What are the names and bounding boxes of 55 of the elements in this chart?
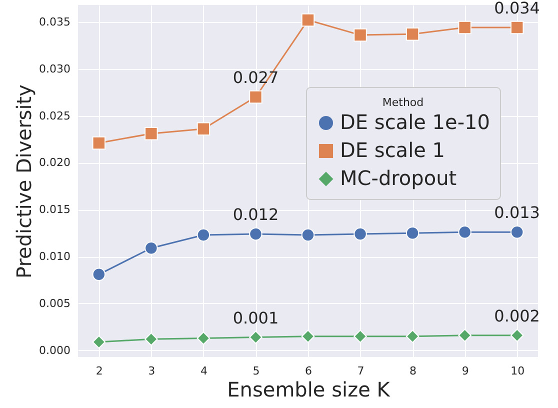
point	[406, 226, 420, 240]
point	[354, 227, 367, 241]
point	[301, 13, 315, 27]
y-tick-label: 0.000	[39, 344, 70, 357]
y-tick-label: 0.025	[39, 109, 70, 122]
x-tick-label: 10	[510, 364, 525, 378]
data-label: 0.034	[494, 0, 540, 18]
y-tick-label: 0.020	[39, 156, 70, 170]
x-tick-label: 8	[410, 364, 417, 378]
point	[510, 328, 524, 342]
x-tick-label: 2	[96, 364, 103, 378]
point	[249, 330, 262, 344]
legend-title: Method	[382, 96, 424, 109]
y-tick-label: 0.005	[39, 296, 70, 310]
y-tick-label: 0.010	[39, 250, 70, 264]
point	[249, 227, 262, 241]
x-tick-label: 4	[200, 364, 208, 378]
point	[301, 228, 315, 242]
y-tick-label: 0.035	[39, 15, 70, 28]
x-tick-label: 3	[148, 364, 156, 378]
data-label: 0.002	[494, 306, 540, 326]
point	[196, 332, 210, 345]
point	[144, 332, 158, 346]
point	[249, 90, 262, 104]
legend-label: DE scale 1e-10	[340, 110, 490, 134]
point	[196, 228, 210, 242]
point	[92, 335, 106, 349]
point	[458, 226, 472, 239]
x-tick-label: 7	[357, 364, 364, 378]
y-tick-label: 0.030	[39, 62, 70, 76]
legend-label: MC-dropout	[340, 166, 457, 190]
point	[510, 226, 524, 239]
point	[354, 28, 367, 42]
point	[458, 20, 472, 34]
point	[196, 122, 210, 136]
x-tick-label: 5	[252, 364, 260, 378]
y-axis-title: Predictive Diversity	[12, 84, 36, 278]
x-tick-label: 6	[305, 364, 312, 378]
point	[301, 330, 315, 343]
data-label: 0.001	[232, 308, 279, 328]
data-label: 0.012	[232, 205, 279, 224]
y-tick-label: 0.015	[39, 203, 70, 216]
legend-label: DE scale 1	[340, 138, 446, 162]
point	[458, 328, 472, 342]
data-label: 0.013	[494, 203, 540, 222]
point	[144, 242, 158, 255]
point	[406, 27, 420, 41]
point	[406, 330, 420, 343]
x-tick-label: 9	[462, 364, 469, 378]
point	[144, 126, 158, 140]
x-axis-title: Ensemble size K	[227, 378, 391, 402]
point	[92, 136, 106, 150]
point	[510, 20, 524, 34]
point	[92, 268, 106, 282]
point	[354, 330, 367, 343]
